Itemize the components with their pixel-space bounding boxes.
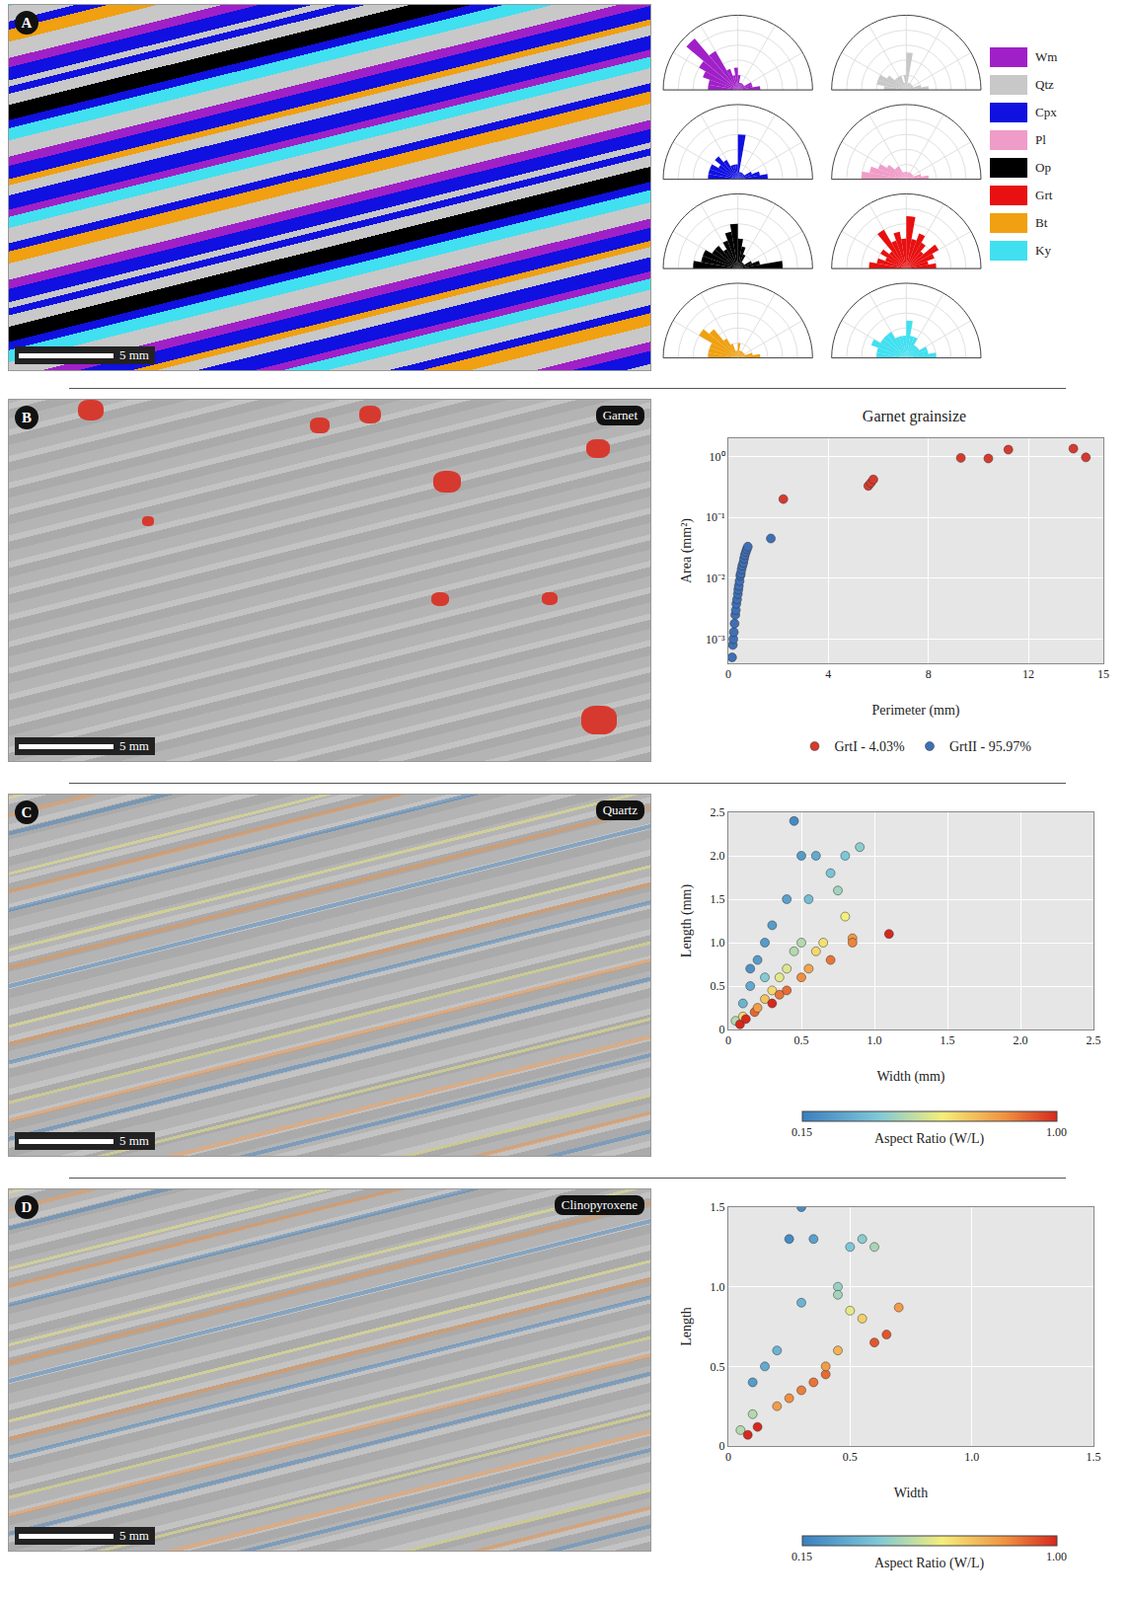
svg-text:4: 4 bbox=[825, 667, 831, 681]
html-text:5 mm: 5 mm bbox=[119, 1527, 150, 1543]
svg-text:2.0: 2.0 bbox=[1013, 1033, 1029, 1048]
svg-text:10⁻³: 10⁻³ bbox=[705, 632, 726, 647]
html-text:C: C bbox=[21, 804, 32, 821]
svg-text:1.5: 1.5 bbox=[710, 1200, 726, 1214]
svg-text:1.0: 1.0 bbox=[710, 1280, 726, 1294]
svg-text:Perimeter (mm): Perimeter (mm) bbox=[871, 702, 960, 719]
svg-text:1.00: 1.00 bbox=[1046, 1549, 1067, 1564]
svg-text:0: 0 bbox=[725, 667, 732, 681]
svg-text:0.5: 0.5 bbox=[710, 979, 726, 993]
svg-text:0: 0 bbox=[719, 1022, 726, 1037]
svg-text:15: 15 bbox=[1097, 667, 1110, 681]
svg-text:2.5: 2.5 bbox=[710, 805, 726, 820]
svg-text:10⁻¹: 10⁻¹ bbox=[705, 510, 726, 525]
html-text:Bt: Bt bbox=[1035, 215, 1048, 230]
svg-text:Length: Length bbox=[678, 1306, 694, 1347]
svg-text:GrtI - 4.03%: GrtI - 4.03% bbox=[834, 739, 905, 754]
html-text:Clinopyroxene: Clinopyroxene bbox=[561, 1197, 638, 1212]
svg-text:0: 0 bbox=[725, 1449, 732, 1464]
svg-text:1.00: 1.00 bbox=[1046, 1125, 1067, 1139]
svg-text:0: 0 bbox=[725, 1033, 732, 1048]
svg-text:0.15: 0.15 bbox=[791, 1125, 813, 1139]
svg-text:1.5: 1.5 bbox=[1086, 1449, 1102, 1464]
html-text:Qtz: Qtz bbox=[1035, 76, 1054, 92]
svg-text:Area (mm²): Area (mm²) bbox=[678, 518, 695, 584]
svg-text:Width (mm): Width (mm) bbox=[876, 1068, 945, 1085]
svg-text:12: 12 bbox=[1022, 667, 1035, 681]
html-text:5 mm: 5 mm bbox=[119, 738, 150, 754]
svg-text:2.0: 2.0 bbox=[710, 848, 726, 863]
svg-text:1.0: 1.0 bbox=[964, 1449, 980, 1464]
svg-text:0.5: 0.5 bbox=[842, 1449, 858, 1464]
svg-text:1.0: 1.0 bbox=[867, 1033, 883, 1048]
svg-text:10⁻²: 10⁻² bbox=[705, 571, 726, 586]
html-text:Ky: Ky bbox=[1035, 242, 1051, 258]
svg-text:2.5: 2.5 bbox=[1086, 1033, 1102, 1048]
html-text:Quartz: Quartz bbox=[602, 802, 638, 818]
html-text:D: D bbox=[21, 1199, 32, 1215]
svg-text:0.5: 0.5 bbox=[794, 1033, 810, 1048]
html-text:Wm: Wm bbox=[1035, 49, 1058, 65]
svg-text:GrtII - 95.97%: GrtII - 95.97% bbox=[949, 739, 1032, 754]
html-text:5 mm: 5 mm bbox=[119, 347, 150, 363]
html-text:5 mm: 5 mm bbox=[119, 1132, 150, 1148]
svg-text:10⁰: 10⁰ bbox=[709, 450, 726, 464]
svg-text:Width: Width bbox=[894, 1485, 928, 1501]
html-text:Cpx: Cpx bbox=[1035, 104, 1057, 120]
html-text:B: B bbox=[21, 409, 32, 426]
html-text:Op: Op bbox=[1035, 159, 1051, 175]
html-text:Pl: Pl bbox=[1035, 132, 1046, 148]
svg-text:8: 8 bbox=[925, 667, 932, 681]
svg-text:Garnet grainsize: Garnet grainsize bbox=[862, 407, 967, 426]
svg-text:1.5: 1.5 bbox=[940, 1033, 956, 1048]
html-text:Garnet: Garnet bbox=[602, 407, 638, 423]
svg-text:Aspect Ratio (W/L): Aspect Ratio (W/L) bbox=[874, 1130, 985, 1147]
html-text:Grt: Grt bbox=[1035, 187, 1053, 203]
svg-text:Length (mm): Length (mm) bbox=[678, 884, 695, 959]
svg-text:0.5: 0.5 bbox=[710, 1359, 726, 1374]
svg-text:1.5: 1.5 bbox=[710, 892, 726, 906]
svg-text:Aspect Ratio (W/L): Aspect Ratio (W/L) bbox=[874, 1555, 985, 1572]
svg-text:0.15: 0.15 bbox=[791, 1549, 813, 1564]
html-text:A: A bbox=[21, 14, 32, 31]
svg-text:1.0: 1.0 bbox=[710, 935, 726, 950]
svg-text:0: 0 bbox=[719, 1438, 726, 1453]
